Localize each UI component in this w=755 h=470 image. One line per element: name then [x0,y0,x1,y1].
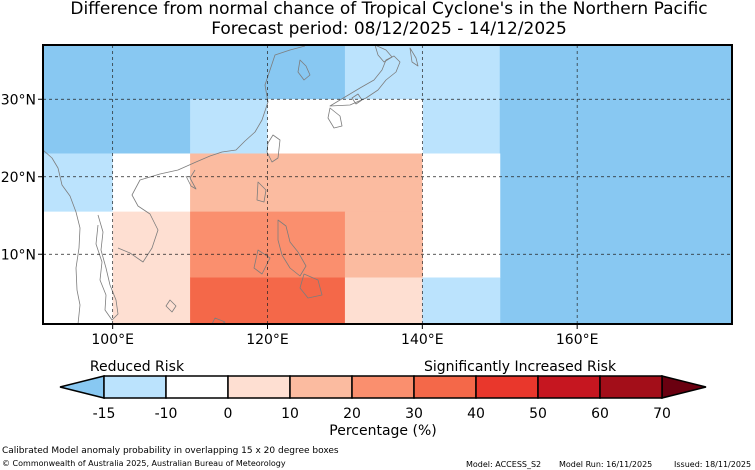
colorbar-swatch-8 [599,375,663,399]
colorbar-tick-1: -10 [155,406,178,422]
risk-cell-12 [112,211,191,324]
footer-model: Model: ACCESS_S2 [466,460,542,469]
risk-cell-2 [344,45,423,100]
colorbar-tick-4: 20 [343,406,361,422]
colorbar-swatch-5 [413,375,477,399]
colorbar-under-arrow [59,375,105,399]
colorbar-swatch-3 [289,375,353,399]
lat-label-1: 20°N [1,170,36,186]
map-axes: 100°E 120°E 140°E 160°E 10°N 20°N 30°N [1,92,599,348]
colorbar-swatch-2 [227,375,291,399]
increased-risk-label: Significantly Increased Risk [424,359,617,375]
colorbar-tick-5: 30 [405,406,423,422]
footer-copyright: © Commonwealth of Australia 2025, Austra… [2,459,286,468]
risk-cell-4 [499,45,732,324]
lon-label-3: 160°E [556,332,599,348]
risk-cell-16 [344,277,423,324]
footer-model-run: Model Run: 16/11/2025 [559,460,653,469]
colorbar-swatch-4 [351,375,415,399]
colorbar-tick-8: 60 [591,406,609,422]
colorbar-swatch-0 [103,375,167,399]
lat-label-0: 10°N [1,247,36,263]
risk-cell-11 [43,211,114,324]
reduced-risk-label: Reduced Risk [90,359,185,375]
risk-cell-9 [190,153,423,213]
risk-cell-6 [267,99,423,154]
lon-label-1: 120°E [246,332,289,348]
risk-cell-1 [190,45,346,100]
colorbar: -15 -10 0 10 20 30 40 50 60 70 Reduced Risk Signifi… [59,359,707,439]
footer-issued: Issued: 18/11/2025 [674,460,752,469]
colorbar-tick-3: 10 [281,406,299,422]
map-title-line2: Forecast period: 08/12/2025 - 14/12/2025 [211,19,567,39]
colorbar-swatch-1 [165,375,229,399]
colorbar-tick-2: 0 [224,406,233,422]
risk-cell-7 [43,153,114,213]
colorbar-swatch-6 [475,375,539,399]
colorbar-over-arrow [661,375,707,399]
map-frame [42,44,733,325]
colorbar-tick-7: 50 [529,406,547,422]
risk-cell-14 [344,211,423,278]
footer-caption: Calibrated Model anomaly probability in … [2,446,339,456]
colorbar-tick-6: 40 [467,406,485,422]
map-title-line1: Difference from normal chance of Tropica… [70,0,708,19]
risk-cell-8 [112,153,191,213]
lon-label-0: 100°E [91,332,134,348]
coastline [43,45,419,324]
colorbar-tick-0: -15 [93,406,116,422]
risk-cells [43,45,732,324]
risk-cell-5 [190,99,269,154]
risk-cell-17 [422,277,501,324]
lon-label-2: 140°E [401,332,444,348]
colorbar-tick-9: 70 [653,406,671,422]
colorbar-xlabel: Percentage (%) [329,423,436,439]
risk-cell-10 [422,153,501,278]
graticule [43,45,732,324]
colorbar-swatch-7 [537,375,601,399]
lat-label-2: 30°N [1,92,36,108]
